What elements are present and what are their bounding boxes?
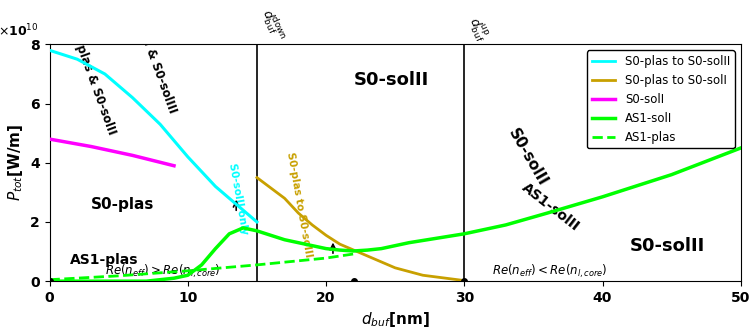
Text: S0-solII: S0-solII: [354, 71, 429, 89]
Text: AS1-plas: AS1-plas: [70, 253, 139, 267]
Text: AS1-solII: AS1-solII: [519, 181, 583, 234]
Text: S0-solII & S0-solIII: S0-solII & S0-solIII: [125, 0, 179, 116]
Text: $d^{\rm down}_{\rm buf}$: $d^{\rm down}_{\rm buf}$: [257, 6, 289, 45]
Text: S0-solII: S0-solII: [506, 126, 550, 188]
Text: $\times\mathbf{10}^{10}$: $\times\mathbf{10}^{10}$: [0, 23, 39, 40]
Text: $d^{\rm up}_{\rm buf}$: $d^{\rm up}_{\rm buf}$: [464, 14, 492, 45]
Text: $Re(n_{eff}) > Re(n_{l,core})$: $Re(n_{eff}) > Re(n_{l,core})$: [105, 263, 221, 280]
Legend: S0-plas to S0-solII, S0-plas to S0-solI, S0-solI, AS1-solI, AS1-plas: S0-plas to S0-solII, S0-plas to S0-solI,…: [587, 50, 735, 148]
X-axis label: $d_{buf}$[nm]: $d_{buf}$[nm]: [361, 311, 429, 329]
Text: $Re(n_{eff}) < Re(n_{l,core})$: $Re(n_{eff}) < Re(n_{l,core})$: [492, 263, 608, 280]
Text: S0-solII: S0-solII: [631, 237, 705, 255]
Text: S0-solII only: S0-solII only: [227, 162, 249, 235]
Text: S0-plas & S0-solII: S0-plas & S0-solII: [67, 23, 118, 137]
Text: S0-plas: S0-plas: [91, 197, 154, 212]
Text: S0-plas to S0-solII: S0-plas to S0-solII: [284, 151, 313, 258]
Y-axis label: $P_{tot}$[W/m]: $P_{tot}$[W/m]: [5, 124, 24, 201]
